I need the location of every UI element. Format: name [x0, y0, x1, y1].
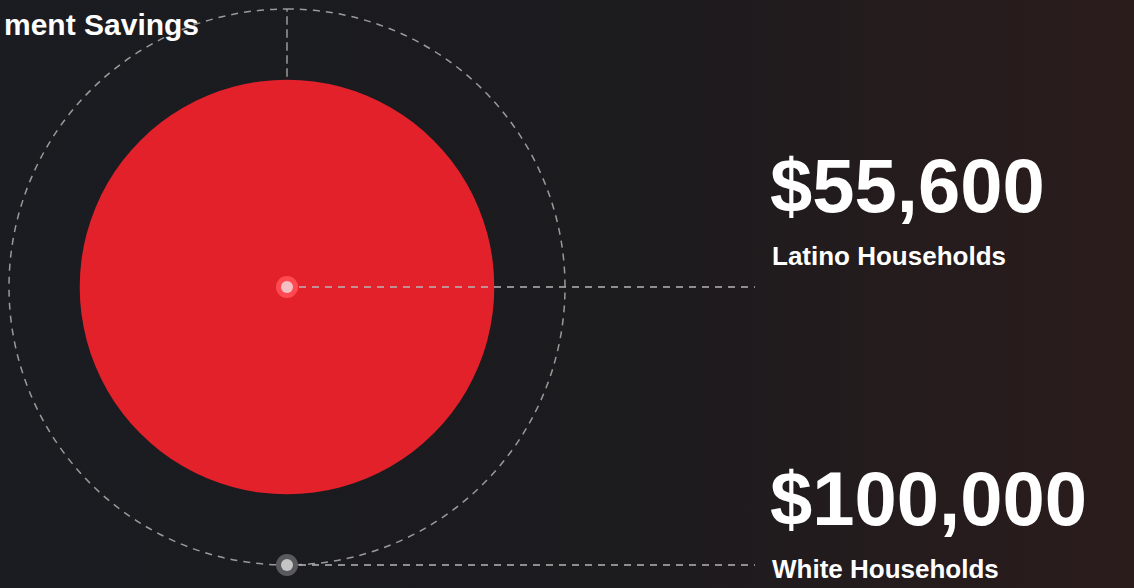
svg-text:White Households: White Households [772, 554, 999, 584]
html-text:ment Savings: ment Savings [4, 8, 200, 41]
svg-text:$55,600: $55,600 [770, 143, 1045, 228]
svg-text:Latino Households: Latino Households [772, 241, 1006, 271]
svg-text:$100,000: $100,000 [770, 456, 1087, 541]
